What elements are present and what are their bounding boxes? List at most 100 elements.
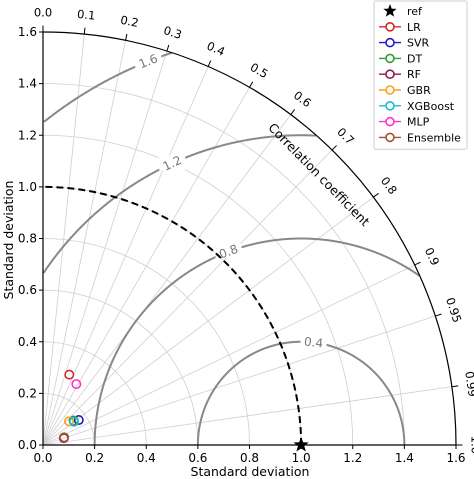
x-tick-label: 1.0: [292, 451, 311, 465]
legend: ref LR SVR DT RF GBR XGBoost MLP Ensemble: [373, 0, 468, 150]
data-points: [58, 369, 309, 452]
data-point-xgboost: [68, 416, 79, 427]
data-point-svr: [73, 415, 84, 426]
correlation-grid-line: [42, 149, 333, 446]
outer-boundary: [42, 31, 457, 446]
correlation-tick-mark: [373, 192, 379, 198]
correlation-tick-label: 0.99: [462, 370, 474, 397]
rmsd-label-bg: [135, 53, 162, 69]
x-tick-label: 0.4: [137, 451, 156, 465]
data-point-mlp: [71, 379, 82, 390]
y-tick-label: 0.4: [18, 335, 37, 349]
correlation-tick-mark: [290, 109, 296, 115]
legend-box: [373, 0, 468, 150]
correlation-grid-line: [42, 315, 436, 446]
correlation-tick-label: 0.7: [334, 125, 357, 148]
correlation-grid-line: [42, 114, 292, 446]
std-grid-arc: [42, 341, 147, 446]
correlation-grid-line: [42, 66, 209, 446]
correlation-grid-line: [42, 264, 415, 446]
correlation-tick-label: 0.5: [248, 60, 271, 81]
reference-std-arc: [42, 185, 303, 446]
legend-entry-label: DT: [407, 52, 422, 65]
legend-marker-icon: [383, 4, 397, 17]
y-tick-label: 0.2: [18, 386, 37, 400]
correlation-tick-mark: [414, 261, 421, 266]
y-tick-label: 1.0: [18, 180, 37, 194]
legend-marker-icon: [385, 53, 395, 64]
legend-entry-label: MLP: [407, 116, 430, 129]
correlation-tick-mark: [207, 60, 212, 67]
y-axis-label: Standard deviation: [1, 181, 16, 300]
y-tick-label: 0.6: [18, 283, 37, 297]
correlation-tick-mark: [331, 145, 337, 151]
x-axis-label: Standard deviation: [191, 464, 310, 479]
rmsd-label-bg: [159, 155, 186, 171]
std-grid-arc: [42, 134, 354, 446]
correlation-tick-label: 0.95: [443, 296, 464, 325]
rmsd-label: 0.4: [303, 334, 324, 350]
y-tick-label: 1.6: [18, 25, 37, 39]
std-grid-arc: [42, 289, 199, 446]
x-tick-label: 1.4: [395, 451, 414, 465]
y-tick-label: 1.2: [18, 128, 37, 142]
correlation-tick-label: 0.6: [291, 88, 314, 110]
correlation-tick-label: 0.0: [34, 6, 52, 20]
grid-layer: [42, 34, 452, 446]
legend-entry-label: ref: [407, 5, 423, 18]
correlation-tick-mark: [166, 44, 170, 52]
legend-marker-icon: [385, 132, 395, 143]
x-tick-label: 0.2: [85, 451, 104, 465]
x-tick-label: 0.0: [33, 451, 52, 465]
correlation-tick-mark: [451, 385, 459, 388]
legend-entry-label: XGBoost: [407, 100, 455, 113]
y-tick-label: 1.4: [18, 77, 37, 91]
rmsd-contours: 0.40.81.21.6: [42, 51, 421, 446]
rmsd-label: 0.8: [217, 242, 240, 262]
correlation-tick-label: 0.2: [119, 13, 140, 30]
legend-marker-icon: [385, 21, 395, 32]
correlation-grid-line: [42, 34, 85, 446]
correlation-tick-label: 1.0: [468, 436, 474, 454]
std-grid-arc: [42, 238, 250, 446]
y-tick-label: 0.0: [18, 438, 37, 452]
correlation-tick-label: 0.9: [422, 245, 443, 268]
y-tick-label: 0.8: [18, 232, 37, 246]
legend-marker-icon: [385, 116, 395, 127]
rmsd-label-bg: [215, 243, 242, 259]
x-tick-label: 0.6: [188, 451, 207, 465]
data-point-lr: [64, 369, 75, 380]
std-grid-arc: [42, 392, 96, 446]
correlation-tick-mark: [125, 33, 128, 41]
legend-entry-label: LR: [407, 21, 421, 34]
rmsd-label-bg: [300, 334, 327, 350]
legend-entry-label: SVR: [407, 37, 430, 50]
correlation-grid-line: [42, 386, 452, 446]
legend-marker-icon: [385, 69, 395, 79]
legend-marker-icon: [385, 101, 395, 111]
x-tick-label: 1.2: [343, 451, 362, 465]
legend-entry-label: Ensemble: [407, 131, 461, 144]
x-tick-label: 1.6: [446, 451, 465, 465]
correlation-tick-label: 0.4: [205, 39, 227, 59]
correlation-tick-mark: [249, 81, 254, 88]
data-point-ensemble: [59, 432, 70, 443]
correlation-tick-mark: [83, 27, 86, 35]
rmsd-contour: [93, 237, 421, 446]
correlation-grid-line: [42, 196, 374, 446]
std-grid-arc: [42, 83, 405, 446]
correlation-tick-label: 0.8: [378, 174, 400, 197]
legend-entry-label: GBR: [407, 84, 431, 97]
correlation-tick-mark: [435, 313, 442, 317]
legend-entry-label: RF: [407, 68, 421, 81]
correlation-tick-label: 0.3: [162, 23, 184, 42]
rmsd-label: 1.6: [137, 51, 160, 71]
x-tick-label: 0.8: [240, 451, 259, 465]
correlation-tick-label: 0.1: [76, 7, 96, 23]
data-point-gbr: [63, 416, 74, 427]
correlation-grid-line: [42, 40, 126, 446]
correlation-grid-line: [42, 50, 168, 446]
legend-marker-icon: [385, 85, 395, 95]
data-point-ref: [293, 437, 309, 452]
